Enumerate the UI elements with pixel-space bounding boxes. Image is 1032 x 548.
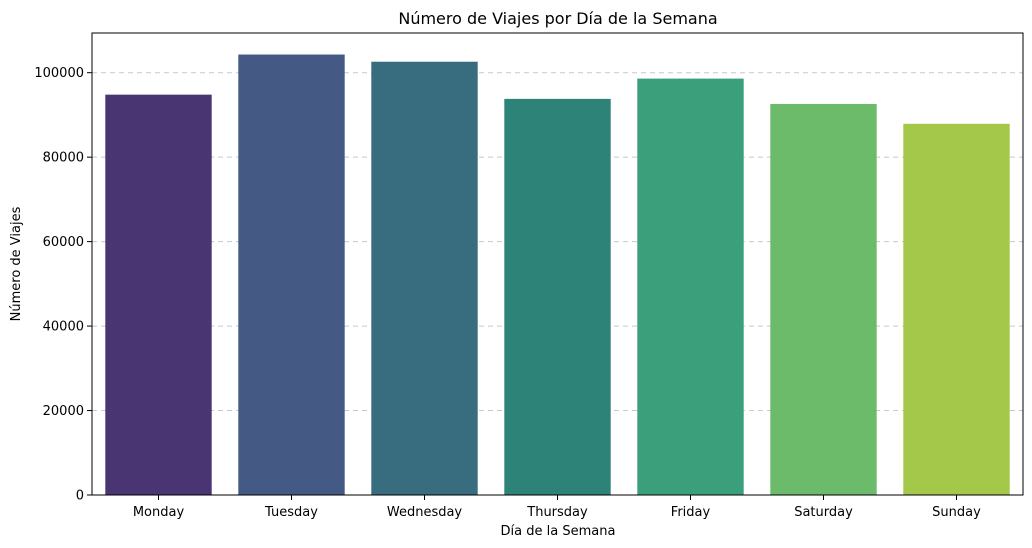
x-tick-label: Thursday [526, 505, 588, 520]
y-axis-ticks: 0 20000 40000 60000 80000 100000 [34, 66, 92, 504]
x-tick-label: Tuesday [264, 505, 318, 520]
x-tick-label: Sunday [932, 505, 981, 520]
bar-thursday [504, 98, 611, 496]
y-tick-label: 60000 [43, 235, 84, 250]
x-tick-label: Friday [671, 505, 711, 520]
x-tick-label: Monday [133, 505, 185, 520]
y-axis-label: Número de Viajes [9, 206, 24, 321]
bar-wednesday [371, 61, 478, 495]
bar-sunday [903, 123, 1010, 495]
bars [105, 54, 1010, 496]
y-tick-label: 40000 [43, 320, 84, 335]
y-tick-label: 20000 [43, 404, 84, 419]
y-tick-label: 0 [76, 489, 84, 504]
chart-title: Número de Viajes por Día de la Semana [398, 9, 717, 28]
y-tick-label: 100000 [34, 66, 84, 81]
x-tick-label: Saturday [794, 505, 853, 520]
y-tick-label: 80000 [43, 151, 84, 166]
bar-tuesday [238, 54, 345, 495]
x-axis-ticks: Monday Tuesday Wednesday Thursday Friday Satu… [133, 495, 981, 520]
bar-saturday [770, 103, 877, 495]
bar-friday [637, 78, 744, 496]
x-tick-label: Wednesday [387, 505, 463, 520]
bar-monday [105, 94, 212, 495]
x-axis-label: Día de la Semana [501, 524, 616, 539]
